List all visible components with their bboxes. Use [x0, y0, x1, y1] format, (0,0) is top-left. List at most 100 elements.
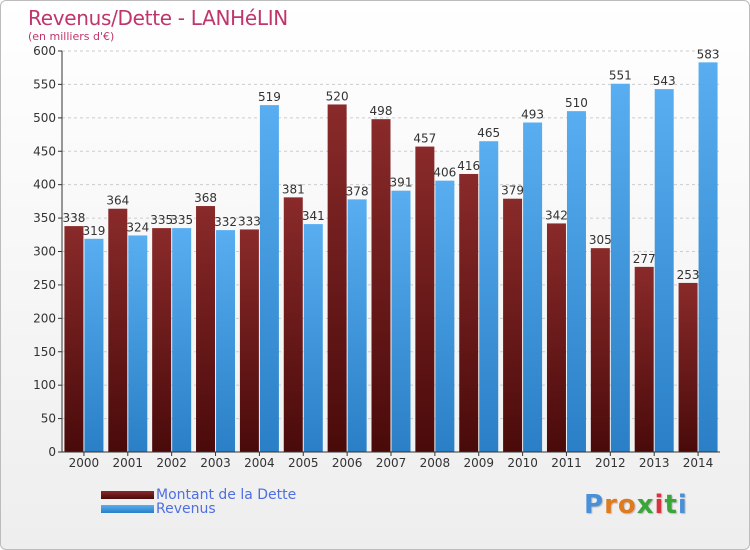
bar-dette [415, 146, 435, 453]
data-label-dette: 335 [150, 213, 173, 227]
data-label-revenus: 332 [214, 215, 237, 229]
bar-dette [546, 223, 566, 452]
bars [64, 62, 718, 453]
bar-revenus [172, 228, 192, 452]
x-tick-label: 2003 [200, 456, 231, 470]
data-label-dette: 277 [633, 252, 656, 266]
x-tick-label: 2006 [332, 456, 363, 470]
bar-revenus [259, 105, 279, 452]
x-tick-label: 2007 [376, 456, 407, 470]
bar-dette [371, 119, 391, 453]
y-tick-label: 200 [33, 311, 56, 325]
bar-dette [590, 248, 610, 452]
bar-revenus [566, 111, 586, 453]
data-label-dette: 305 [589, 233, 612, 247]
y-tick-label: 50 [41, 412, 56, 426]
axes: 0 50 100 150 200 250 300 350 400 450 500 550 600 2000… [33, 44, 720, 470]
chart-subtitle: (en milliers d'€) [28, 30, 115, 43]
bar-revenus [610, 83, 630, 452]
bar-revenus [654, 89, 674, 452]
logo-letter: i [654, 490, 665, 520]
logo-letter: x [636, 490, 655, 520]
data-label-revenus: 551 [609, 69, 632, 83]
y-tick-label: 250 [33, 278, 56, 292]
legend-item-dette: Montant de la Dette [101, 487, 296, 503]
bar-dette [503, 198, 523, 452]
x-tick-label: 2011 [551, 456, 582, 470]
y-tick-label: 100 [33, 378, 56, 392]
y-tick-label: 550 [33, 77, 56, 91]
data-label-revenus: 391 [390, 176, 413, 190]
data-label-revenus: 493 [521, 108, 544, 122]
data-label-revenus: 543 [653, 74, 676, 88]
data-label-revenus: 335 [170, 213, 193, 227]
y-tick-label: 500 [33, 111, 56, 125]
bar-dette [108, 208, 128, 452]
bar-revenus [303, 224, 323, 452]
bar-dette [152, 228, 172, 452]
chart-title: Revenus/Dette - LANHéLIN [28, 6, 288, 30]
x-tick-label: 2001 [113, 456, 144, 470]
legend-label-dette: Montant de la Dette [156, 487, 297, 503]
x-tick-label: 2005 [288, 456, 319, 470]
y-tick-label: 450 [33, 144, 56, 158]
data-label-revenus: 583 [697, 47, 720, 61]
data-label-dette: 368 [194, 191, 217, 205]
y-tick-label: 350 [33, 211, 56, 225]
data-label-revenus: 465 [477, 126, 500, 140]
bar-revenus [479, 141, 499, 452]
logo-letter: r [604, 490, 618, 520]
data-label-revenus: 510 [565, 96, 588, 110]
data-label-revenus: 341 [302, 209, 325, 223]
x-tick-label: 2014 [683, 456, 714, 470]
x-tick-label: 2008 [420, 456, 451, 470]
x-tick-label: 2002 [156, 456, 187, 470]
x-tick-label: 2013 [639, 456, 670, 470]
data-label-dette: 379 [501, 184, 524, 198]
y-tick-label: 600 [33, 44, 56, 58]
data-label-dette: 364 [106, 194, 129, 208]
bar-revenus [391, 190, 411, 452]
legend-swatch-dette [101, 491, 154, 499]
data-label-revenus: 319 [82, 224, 105, 238]
legend-swatch-revenus [101, 505, 154, 513]
bar-revenus [128, 235, 148, 452]
bar-dette [196, 206, 216, 452]
data-label-revenus: 519 [258, 90, 281, 104]
bar-revenus [347, 199, 367, 452]
bar-revenus [523, 122, 543, 453]
data-label-dette: 457 [413, 132, 436, 146]
data-label-dette: 333 [238, 214, 261, 228]
proxiti-logo: Proxiti [584, 490, 688, 520]
y-tick-label: 400 [33, 178, 56, 192]
data-label-dette: 520 [326, 89, 349, 103]
data-label-dette: 253 [677, 268, 700, 282]
x-tick-label: 2010 [507, 456, 538, 470]
bar-dette [634, 266, 654, 452]
bar-revenus [216, 230, 236, 452]
x-tick-label: 2000 [69, 456, 100, 470]
y-tick-label: 300 [33, 245, 56, 259]
logo-letter: P [584, 490, 605, 520]
bar-dette [459, 173, 479, 452]
y-tick-label: 150 [33, 345, 56, 359]
bar-revenus [84, 238, 104, 452]
logo-letter: t [664, 490, 678, 520]
bar-dette [678, 282, 698, 452]
bar-dette [327, 104, 347, 452]
data-label-dette: 416 [457, 159, 480, 173]
y-tick-label: 0 [48, 445, 56, 459]
bar-revenus [698, 62, 718, 453]
data-label-revenus: 324 [126, 220, 149, 234]
logo-letter: i [677, 490, 688, 520]
data-label-dette: 342 [545, 208, 568, 222]
data-label-dette: 381 [282, 182, 305, 196]
data-label-dette: 338 [62, 211, 85, 225]
x-tick-label: 2004 [244, 456, 275, 470]
bar-revenus [435, 180, 455, 452]
legend-item-revenus: Revenus [101, 501, 216, 517]
data-label-revenus: 406 [433, 166, 456, 180]
